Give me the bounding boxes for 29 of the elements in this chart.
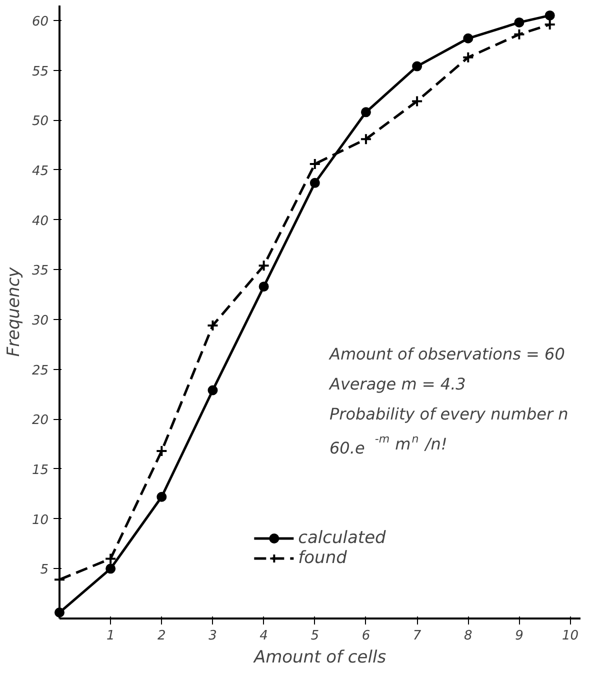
y-tick-label: 60 [32,14,49,30]
y-axis-title: Frequency [4,266,24,357]
x-tick-label: 10 [562,628,579,644]
x-tick-label: 4 [260,628,268,644]
y-tick-label: 50 [32,114,49,130]
x-tick-label: 3 [208,628,217,644]
y-tick-label: 20 [32,413,49,428]
legend-label: found [298,548,347,568]
y-tick-label: 5 [40,562,49,578]
y-tick-label: 25 [32,363,49,378]
y-tick-label: 45 [32,164,49,179]
x-tick-label: 5 [310,628,320,644]
annotation: Probability of every number n [330,404,568,424]
y-tick-label: 30 [32,313,49,328]
x-tick-label: 1 [106,628,115,644]
x-tick-label: 9 [515,628,524,644]
legend-label: calculated [298,528,386,548]
x-tick-label: 6 [362,628,370,644]
x-tick-label: 8 [464,628,472,644]
x-tick-label: 2 [158,628,166,644]
annotation: Average m = 4.3 [328,374,466,394]
x-tick-label: 7 [412,628,422,644]
y-tick-label: 40 [32,214,49,229]
y-tick-label: 35 [32,264,49,279]
y-tick-label: 10 [32,512,49,528]
y-tick-label: 15 [32,462,49,478]
x-axis-title: Amount of cells [252,648,386,668]
annotation: Amount of observations = 60 [328,344,565,364]
y-tick-label: 55 [32,64,49,80]
